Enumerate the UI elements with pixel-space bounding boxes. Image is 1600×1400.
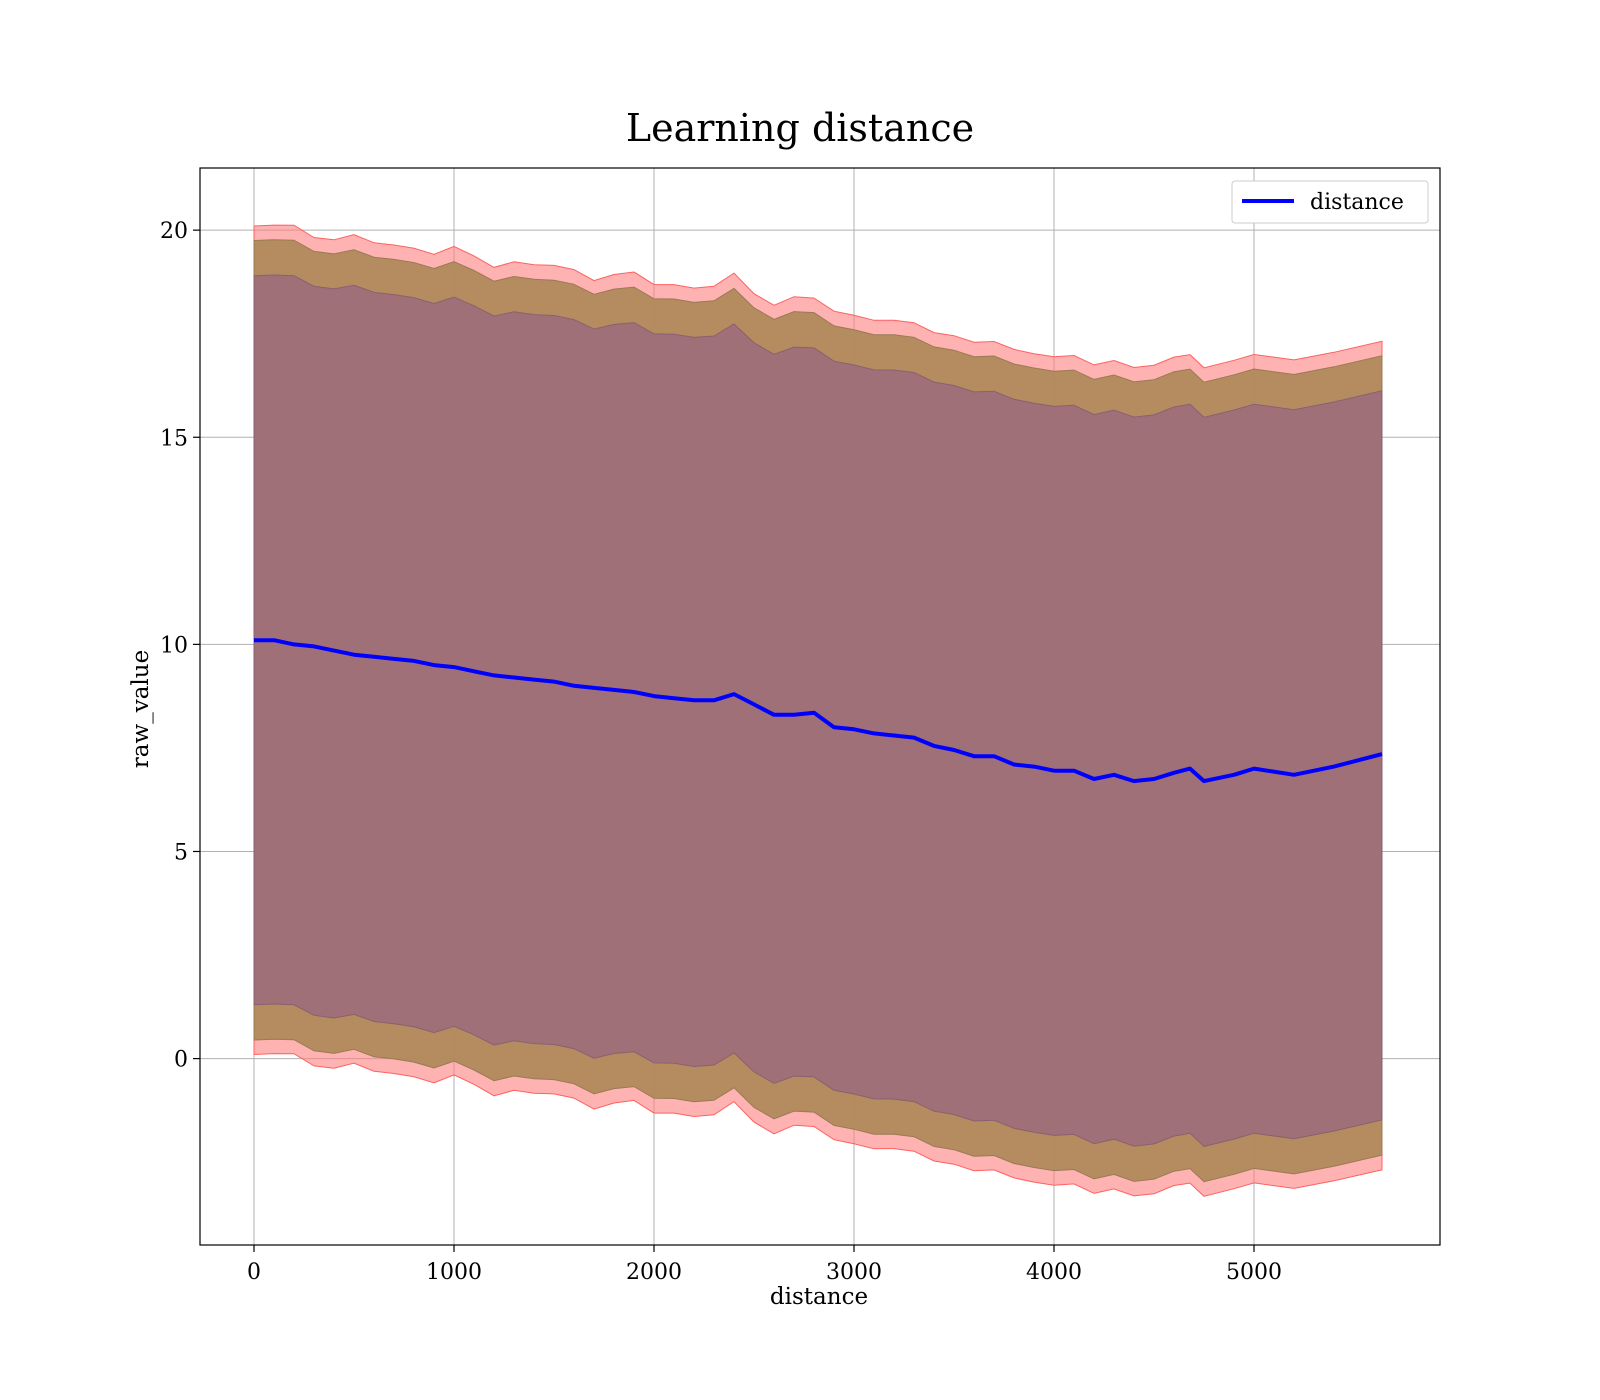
bands <box>253 224 1383 1197</box>
series-line-distance <box>254 638 1383 784</box>
x-axis-label: distance <box>770 1284 868 1310</box>
ticks: 0 1000 2000 3000 4000 5000 0 5 10 15 20 <box>160 219 1282 1285</box>
y-tick-label-3: 15 <box>160 426 188 451</box>
axes-frame <box>199 167 1441 1246</box>
x-tick-label-2: 2000 <box>626 1260 682 1285</box>
x-tick-label-4: 4000 <box>1026 1260 1082 1285</box>
x-tick-label-3: 3000 <box>826 1260 882 1285</box>
y-tick-label-1: 5 <box>174 840 188 865</box>
y-tick-label-0: 0 <box>174 1048 188 1073</box>
x-tick-label-5: 5000 <box>1226 1260 1282 1285</box>
chart-title: Learning distance <box>626 106 974 150</box>
x-tick-label-1: 1000 <box>426 1260 482 1285</box>
legend-box <box>1231 180 1429 224</box>
legend-label-distance: distance <box>1310 190 1404 215</box>
y-tick-label-2: 10 <box>160 633 188 658</box>
y-tick-label-4: 20 <box>160 219 188 244</box>
plot-area: 0 1000 2000 3000 4000 5000 0 5 10 15 20 <box>160 167 1441 1285</box>
y-axis-label: raw_value <box>128 650 154 768</box>
x-tick-label-0: 0 <box>247 1260 261 1285</box>
legend: distance <box>1231 180 1429 224</box>
band-inner <box>253 274 1383 1147</box>
